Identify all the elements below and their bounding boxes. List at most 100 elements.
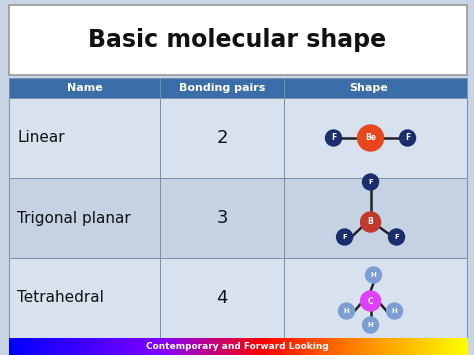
Bar — [396, 338, 399, 355]
Bar — [300, 338, 303, 355]
Bar — [128, 338, 132, 355]
Circle shape — [338, 303, 355, 319]
Bar — [314, 338, 317, 355]
Bar — [389, 338, 392, 355]
Bar — [101, 338, 104, 355]
Bar — [53, 338, 56, 355]
Bar — [18, 338, 22, 355]
Bar — [9, 258, 467, 338]
Bar — [453, 338, 456, 355]
Bar — [433, 338, 436, 355]
Bar — [16, 338, 19, 355]
Bar — [227, 338, 230, 355]
Bar — [456, 338, 459, 355]
Bar — [412, 338, 415, 355]
Bar — [117, 338, 120, 355]
Bar — [465, 338, 468, 355]
Bar — [307, 338, 310, 355]
Bar — [442, 338, 445, 355]
Bar — [154, 338, 157, 355]
Bar — [265, 338, 269, 355]
Bar — [382, 338, 385, 355]
Bar — [270, 338, 273, 355]
Bar — [254, 338, 257, 355]
Bar — [195, 338, 198, 355]
Bar — [277, 338, 280, 355]
Bar — [394, 338, 397, 355]
Bar — [35, 338, 38, 355]
Circle shape — [363, 317, 379, 333]
Bar — [181, 338, 184, 355]
Bar — [323, 338, 326, 355]
Bar — [373, 338, 376, 355]
Bar — [273, 338, 276, 355]
Bar — [215, 338, 219, 355]
Bar — [250, 338, 253, 355]
Text: H: H — [344, 308, 349, 314]
Bar — [359, 338, 363, 355]
Bar — [236, 338, 239, 355]
Bar — [146, 338, 150, 355]
Bar — [81, 338, 84, 355]
Bar — [419, 338, 422, 355]
Bar — [405, 338, 409, 355]
Bar — [96, 338, 100, 355]
Bar — [380, 338, 383, 355]
Bar — [103, 338, 107, 355]
Bar — [222, 338, 226, 355]
Bar — [55, 338, 58, 355]
Bar — [165, 338, 168, 355]
Text: B: B — [368, 218, 374, 226]
Bar — [108, 338, 111, 355]
Bar — [309, 338, 312, 355]
Bar — [295, 338, 299, 355]
Bar — [9, 5, 467, 75]
Bar — [350, 338, 354, 355]
Text: Contemporary and Forward Looking: Contemporary and Forward Looking — [146, 342, 328, 351]
Bar — [145, 338, 148, 355]
Bar — [156, 338, 159, 355]
Bar — [135, 338, 138, 355]
Bar — [328, 338, 331, 355]
Bar — [218, 338, 221, 355]
Bar — [460, 338, 463, 355]
Bar — [375, 338, 379, 355]
Bar — [197, 338, 201, 355]
Bar — [423, 338, 427, 355]
Bar — [332, 338, 335, 355]
Bar — [51, 338, 54, 355]
Text: Be: Be — [365, 133, 376, 142]
Bar — [337, 338, 340, 355]
Bar — [78, 338, 82, 355]
Bar — [151, 338, 155, 355]
Bar — [275, 338, 278, 355]
Bar — [73, 338, 77, 355]
Bar — [311, 338, 315, 355]
Bar — [245, 338, 248, 355]
Bar — [291, 338, 294, 355]
Bar — [392, 338, 395, 355]
Bar — [37, 338, 40, 355]
Bar — [126, 338, 129, 355]
Bar — [256, 338, 260, 355]
Bar — [421, 338, 424, 355]
Bar — [179, 338, 182, 355]
Bar — [430, 338, 434, 355]
Bar — [243, 338, 246, 355]
Bar — [115, 338, 118, 355]
Text: Linear: Linear — [18, 131, 65, 146]
Bar — [121, 338, 125, 355]
Text: Name: Name — [67, 83, 103, 93]
Bar — [286, 338, 290, 355]
Text: F: F — [394, 234, 399, 240]
Bar — [39, 338, 43, 355]
Bar — [124, 338, 127, 355]
Text: 4: 4 — [217, 289, 228, 307]
Bar — [186, 338, 189, 355]
Bar — [112, 338, 116, 355]
Bar — [206, 338, 210, 355]
Bar — [110, 338, 113, 355]
Bar — [160, 338, 164, 355]
Bar — [387, 338, 390, 355]
Bar — [298, 338, 301, 355]
